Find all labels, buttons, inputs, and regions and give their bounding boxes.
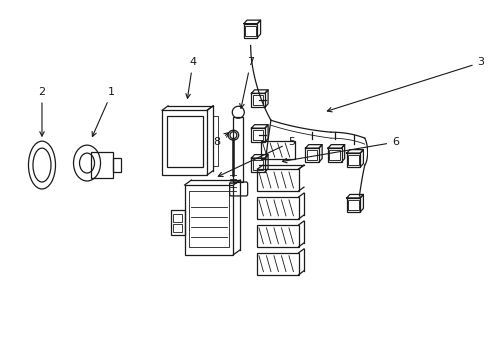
Text: 5: 5 (218, 137, 294, 176)
Bar (166, 116, 202, 167)
Text: 1: 1 (92, 87, 115, 136)
Bar (171, 210, 184, 235)
Bar (173, 214, 182, 222)
Bar (213, 116, 218, 166)
Text: 6: 6 (282, 137, 398, 163)
Bar (173, 224, 182, 232)
Bar (257, 169, 298, 191)
Bar (162, 110, 207, 175)
Bar (257, 253, 298, 275)
Text: 3: 3 (326, 58, 484, 112)
Text: 8: 8 (213, 133, 228, 147)
Bar (184, 185, 233, 255)
Bar (257, 197, 298, 219)
Text: 4: 4 (185, 58, 196, 98)
Bar (113, 158, 121, 172)
Bar (233, 117, 243, 182)
Bar (91, 152, 113, 178)
Bar (189, 191, 228, 247)
Bar (257, 225, 298, 247)
Text: 2: 2 (39, 87, 45, 136)
Text: 7: 7 (239, 58, 254, 108)
